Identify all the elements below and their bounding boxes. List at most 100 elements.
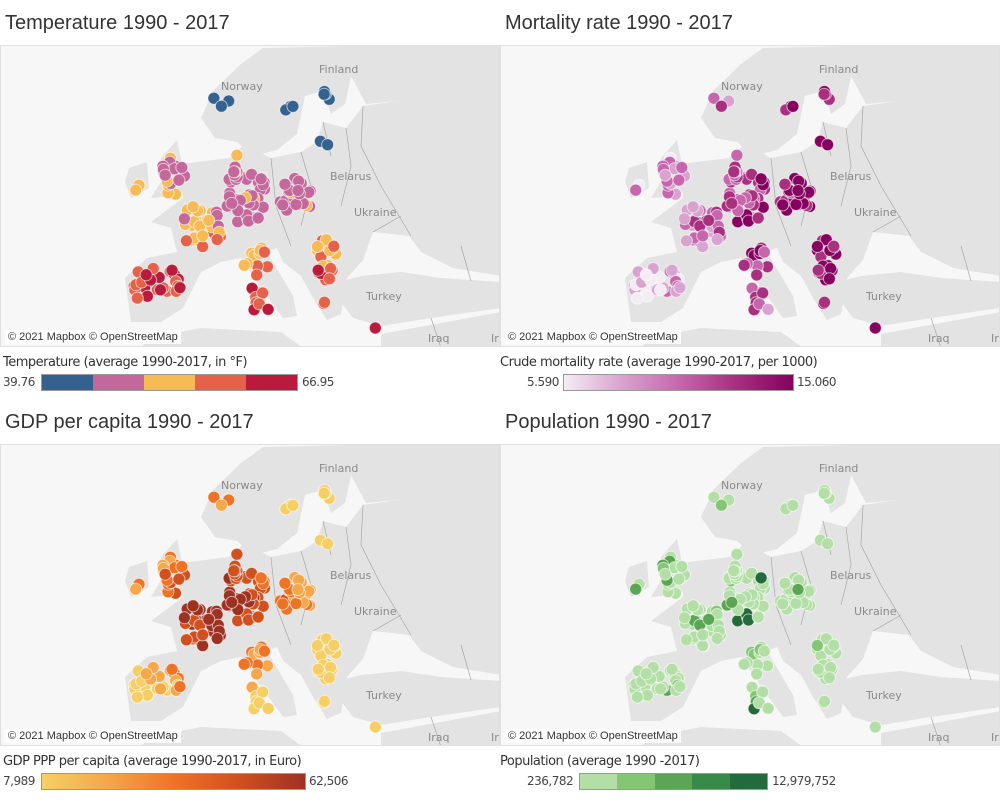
region-marker[interactable] bbox=[710, 233, 724, 246]
map-attribution[interactable]: © 2021 Mapbox © OpenStreetMap bbox=[505, 330, 681, 344]
region-marker[interactable] bbox=[810, 240, 824, 253]
mortality-map[interactable]: Norway Finland Belarus Ukraine Turkey Iraq Ira… bbox=[500, 45, 1000, 347]
region-marker[interactable] bbox=[254, 571, 268, 585]
temperature-map[interactable]: Norway Finland Belarus Ukraine Turkey Iraq Ira… bbox=[0, 45, 500, 347]
region-marker[interactable] bbox=[811, 263, 825, 277]
region-marker[interactable] bbox=[750, 667, 764, 681]
region-marker[interactable] bbox=[761, 302, 775, 316]
region-marker[interactable] bbox=[730, 547, 744, 561]
region-marker[interactable] bbox=[207, 490, 221, 504]
region-marker[interactable] bbox=[318, 694, 331, 708]
region-marker[interactable] bbox=[327, 638, 341, 652]
region-marker[interactable] bbox=[654, 283, 667, 297]
region-marker[interactable] bbox=[672, 173, 686, 187]
region-marker[interactable] bbox=[658, 567, 672, 581]
region-marker[interactable] bbox=[130, 291, 144, 305]
region-marker[interactable] bbox=[751, 211, 765, 225]
region-marker[interactable] bbox=[311, 662, 325, 676]
region-marker[interactable] bbox=[327, 239, 341, 253]
region-marker[interactable] bbox=[321, 537, 335, 551]
region-marker[interactable] bbox=[310, 240, 324, 253]
region-marker[interactable] bbox=[196, 240, 210, 254]
region-marker[interactable] bbox=[629, 582, 643, 596]
region-marker[interactable] bbox=[210, 632, 224, 645]
region-marker[interactable] bbox=[158, 567, 172, 581]
region-marker[interactable] bbox=[827, 239, 841, 253]
region-marker[interactable] bbox=[129, 183, 143, 197]
region-marker[interactable] bbox=[202, 612, 216, 626]
region-marker[interactable] bbox=[707, 91, 721, 105]
region-marker[interactable] bbox=[310, 639, 324, 652]
region-marker[interactable] bbox=[317, 486, 331, 500]
region-marker[interactable] bbox=[696, 229, 710, 243]
region-marker[interactable] bbox=[317, 87, 331, 101]
region-marker[interactable] bbox=[289, 597, 303, 610]
region-marker[interactable] bbox=[817, 87, 831, 101]
region-marker[interactable] bbox=[702, 612, 716, 626]
region-marker[interactable] bbox=[227, 564, 241, 578]
region-marker[interactable] bbox=[237, 657, 251, 671]
region-marker[interactable] bbox=[291, 583, 305, 596]
region-marker[interactable] bbox=[757, 644, 771, 658]
region-marker[interactable] bbox=[730, 148, 744, 162]
region-marker[interactable] bbox=[791, 184, 805, 197]
region-marker[interactable] bbox=[827, 638, 841, 652]
region-marker[interactable] bbox=[368, 321, 382, 335]
region-marker[interactable] bbox=[254, 172, 268, 186]
region-marker[interactable] bbox=[714, 99, 728, 113]
population-map[interactable]: Norway Finland Belarus Ukraine Turkey Iraq Ira… bbox=[500, 444, 1000, 746]
region-marker[interactable] bbox=[368, 720, 382, 734]
region-marker[interactable] bbox=[172, 173, 186, 187]
region-marker[interactable] bbox=[139, 268, 153, 282]
region-marker[interactable] bbox=[291, 184, 305, 197]
region-marker[interactable] bbox=[179, 234, 193, 248]
region-marker[interactable] bbox=[210, 233, 224, 246]
region-marker[interactable] bbox=[630, 291, 644, 305]
region-marker[interactable] bbox=[786, 498, 800, 512]
region-marker[interactable] bbox=[714, 498, 728, 512]
region-marker[interactable] bbox=[129, 582, 143, 596]
region-marker[interactable] bbox=[727, 564, 741, 578]
region-marker[interactable] bbox=[686, 200, 700, 214]
region-marker[interactable] bbox=[154, 682, 167, 696]
region-marker[interactable] bbox=[257, 644, 271, 658]
region-marker[interactable] bbox=[165, 263, 179, 277]
region-marker[interactable] bbox=[257, 245, 271, 259]
region-marker[interactable] bbox=[237, 258, 251, 272]
region-marker[interactable] bbox=[654, 682, 667, 696]
region-marker[interactable] bbox=[786, 99, 800, 113]
region-marker[interactable] bbox=[278, 177, 292, 191]
region-marker[interactable] bbox=[672, 572, 686, 586]
region-marker[interactable] bbox=[261, 302, 275, 316]
region-marker[interactable] bbox=[789, 198, 803, 211]
region-marker[interactable] bbox=[737, 258, 751, 272]
region-marker[interactable] bbox=[639, 268, 653, 282]
region-marker[interactable] bbox=[725, 595, 739, 609]
region-marker[interactable] bbox=[139, 667, 153, 681]
region-marker[interactable] bbox=[321, 138, 335, 152]
region-marker[interactable] bbox=[173, 281, 187, 295]
map-attribution[interactable]: © 2021 Mapbox © OpenStreetMap bbox=[5, 330, 181, 344]
region-marker[interactable] bbox=[154, 283, 167, 297]
region-marker[interactable] bbox=[196, 229, 210, 243]
region-marker[interactable] bbox=[158, 168, 172, 182]
region-marker[interactable] bbox=[821, 138, 835, 152]
region-marker[interactable] bbox=[791, 583, 805, 596]
region-marker[interactable] bbox=[322, 272, 336, 286]
region-marker[interactable] bbox=[817, 486, 831, 500]
region-marker[interactable] bbox=[186, 599, 200, 613]
region-marker[interactable] bbox=[776, 597, 790, 611]
region-marker[interactable] bbox=[173, 680, 187, 694]
region-marker[interactable] bbox=[675, 161, 689, 174]
region-marker[interactable] bbox=[639, 667, 653, 681]
region-marker[interactable] bbox=[177, 611, 191, 625]
region-marker[interactable] bbox=[286, 498, 300, 512]
gdp-map[interactable]: Norway Finland Belarus Ukraine Turkey Iraq Ira… bbox=[0, 444, 500, 746]
region-marker[interactable] bbox=[322, 671, 336, 685]
region-marker[interactable] bbox=[754, 172, 768, 186]
region-marker[interactable] bbox=[810, 639, 824, 652]
region-marker[interactable] bbox=[821, 537, 835, 551]
region-marker[interactable] bbox=[811, 662, 825, 676]
region-marker[interactable] bbox=[251, 211, 265, 225]
region-marker[interactable] bbox=[696, 639, 710, 653]
